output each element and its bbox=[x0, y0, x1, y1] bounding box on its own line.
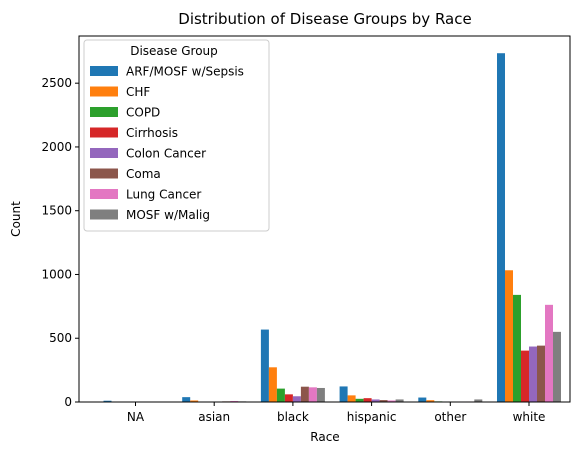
x-tick-label: NA bbox=[127, 410, 145, 424]
bar-hispanic-2 bbox=[355, 398, 364, 402]
bar-black-1 bbox=[268, 367, 277, 402]
legend-swatch bbox=[90, 66, 118, 76]
legend: Disease Group ARF/MOSF w/Sepsis CHF COPD Ci… bbox=[83, 39, 270, 232]
y-axis-label: Count bbox=[9, 201, 23, 237]
legend-label: Lung Cancer bbox=[126, 188, 201, 202]
bar-other-0 bbox=[418, 397, 427, 402]
bar-hispanic-3 bbox=[363, 398, 372, 402]
bar-black-4 bbox=[292, 396, 301, 402]
legend-swatch bbox=[90, 209, 118, 220]
y-tick-label: 0 bbox=[64, 395, 72, 409]
legend-swatch bbox=[90, 127, 118, 138]
legend-label: Coma bbox=[126, 167, 161, 181]
bar-white-3 bbox=[521, 350, 529, 402]
y-axis-ticks: 0 500 1000 1500 2000 2500 bbox=[41, 76, 79, 409]
bars-layer bbox=[103, 53, 561, 402]
bar-hispanic-1 bbox=[347, 395, 356, 402]
bar-hispanic-6 bbox=[387, 400, 396, 402]
bar-black-6 bbox=[308, 387, 317, 402]
legend-label: ARF/MOSF w/Sepsis bbox=[126, 65, 244, 79]
x-tick-label: asian bbox=[198, 410, 230, 424]
legend-label: Colon Cancer bbox=[126, 147, 206, 161]
bar-black-5 bbox=[300, 386, 309, 402]
y-tick-label: 2500 bbox=[41, 76, 72, 90]
legend-frame bbox=[83, 39, 270, 232]
x-tick-label: black bbox=[277, 410, 309, 424]
y-tick-label: 500 bbox=[49, 331, 72, 345]
y-tick-label: 1500 bbox=[41, 204, 72, 218]
bar-white-4 bbox=[529, 346, 537, 402]
bar-white-2 bbox=[513, 294, 521, 402]
bar-other-1 bbox=[426, 400, 435, 402]
legend-label: MOSF w/Malig bbox=[126, 208, 210, 222]
bar-hispanic-5 bbox=[379, 400, 388, 402]
legend-swatch bbox=[90, 86, 118, 97]
y-tick-label: 1000 bbox=[41, 267, 72, 281]
bar-white-6 bbox=[545, 304, 553, 402]
x-tick-label: white bbox=[513, 410, 546, 424]
y-tick-label: 2000 bbox=[41, 140, 72, 154]
x-axis-ticks: NA asian black hispanic other white bbox=[127, 402, 546, 424]
bar-asian-1 bbox=[190, 400, 199, 402]
legend-label: Cirrhosis bbox=[126, 126, 178, 140]
plot-frame bbox=[78, 35, 571, 403]
legend-swatch bbox=[90, 107, 118, 117]
bar-hispanic-0 bbox=[339, 386, 348, 402]
bar-white-1 bbox=[505, 270, 513, 402]
bar-black-0 bbox=[260, 329, 269, 402]
bar-black-3 bbox=[284, 394, 293, 402]
x-tick-label: other bbox=[434, 410, 466, 424]
legend-items: ARF/MOSF w/Sepsis CHF COPD Cirrhosis Colon C… bbox=[90, 65, 244, 222]
legend-swatch bbox=[90, 148, 118, 158]
bar-asian-6 bbox=[230, 400, 239, 402]
bar-na-0 bbox=[103, 400, 112, 402]
bar-black-2 bbox=[276, 388, 285, 402]
bar-white-5 bbox=[537, 345, 545, 402]
legend-title: Disease Group bbox=[130, 44, 218, 58]
legend-label: CHF bbox=[126, 85, 150, 99]
legend-label: COPD bbox=[126, 106, 160, 120]
legend-swatch bbox=[90, 189, 118, 199]
bar-black-7 bbox=[316, 387, 325, 402]
x-axis-label: Race bbox=[310, 430, 339, 444]
bar-hispanic-4 bbox=[371, 399, 380, 402]
bar-hispanic-7 bbox=[395, 399, 404, 402]
bar-white-0 bbox=[497, 53, 505, 402]
bar-other-7 bbox=[474, 399, 483, 402]
chart-title: Distribution of Disease Groups by Race bbox=[178, 10, 471, 28]
legend-swatch bbox=[90, 168, 118, 179]
bar-asian-0 bbox=[182, 397, 191, 402]
bar-white-7 bbox=[553, 331, 561, 402]
x-tick-label: hispanic bbox=[347, 410, 397, 424]
